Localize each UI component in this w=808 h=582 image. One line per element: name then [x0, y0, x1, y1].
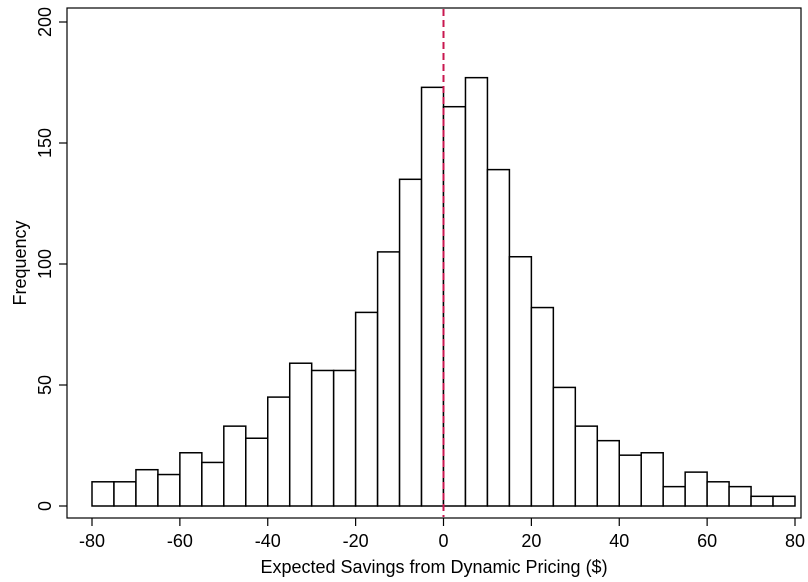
- histogram-bar: [398, 178, 423, 507]
- x-tick-label: 40: [609, 531, 629, 551]
- x-tick-label: 20: [521, 531, 541, 551]
- histogram-bar: [684, 471, 708, 507]
- histogram-bar: [267, 396, 291, 507]
- histogram-bar: [310, 369, 335, 507]
- histogram-bar: [201, 461, 225, 507]
- y-tick-label: 0: [35, 501, 55, 511]
- histogram-bar: [91, 481, 115, 507]
- histogram-bar: [728, 485, 752, 507]
- histogram-bar: [245, 437, 269, 507]
- histogram-bar: [508, 255, 533, 507]
- histogram-bars: [91, 76, 796, 507]
- histogram-bar: [223, 425, 247, 507]
- y-axis-label: Frequency: [10, 220, 30, 305]
- histogram-bar: [113, 481, 137, 507]
- y-tick-label: 200: [35, 7, 55, 37]
- x-tick-label: 0: [438, 531, 448, 551]
- x-tick-label: 80: [785, 531, 805, 551]
- histogram-bar: [354, 311, 379, 507]
- x-axis-ticks: -80 -60 -40 -20 0 20 40 60 80: [79, 518, 805, 551]
- histogram-bar: [596, 439, 620, 507]
- x-tick-label: 60: [697, 531, 717, 551]
- histogram-bar: [706, 481, 730, 507]
- histogram-bar: [179, 452, 203, 507]
- histogram-bar: [420, 86, 445, 507]
- histogram-bar: [640, 452, 664, 507]
- histogram-bar: [332, 369, 357, 507]
- histogram-bar: [486, 168, 511, 507]
- x-tick-label: -80: [79, 531, 105, 551]
- histogram-bar: [376, 251, 401, 507]
- y-tick-label: 150: [35, 128, 55, 158]
- x-tick-label: -40: [255, 531, 281, 551]
- histogram-bar: [464, 76, 489, 507]
- histogram-bar: [552, 386, 577, 507]
- histogram-bar: [772, 495, 796, 507]
- y-axis-ticks: 0 50 100 150 200: [35, 7, 67, 511]
- x-axis-label: Expected Savings from Dynamic Pricing ($…: [260, 557, 607, 577]
- histogram-bar: [662, 485, 686, 507]
- histogram-bar: [574, 425, 599, 507]
- x-tick-label: -60: [167, 531, 193, 551]
- histogram-bar: [750, 495, 774, 507]
- histogram-bar: [288, 362, 313, 507]
- histogram-bar: [157, 473, 181, 507]
- y-tick-label: 100: [35, 249, 55, 279]
- y-tick-label: 50: [35, 375, 55, 395]
- histogram-bar: [530, 306, 555, 507]
- histogram-bar: [618, 454, 642, 507]
- histogram-bar: [442, 105, 467, 507]
- histogram-bar: [135, 468, 159, 507]
- x-tick-label: -20: [343, 531, 369, 551]
